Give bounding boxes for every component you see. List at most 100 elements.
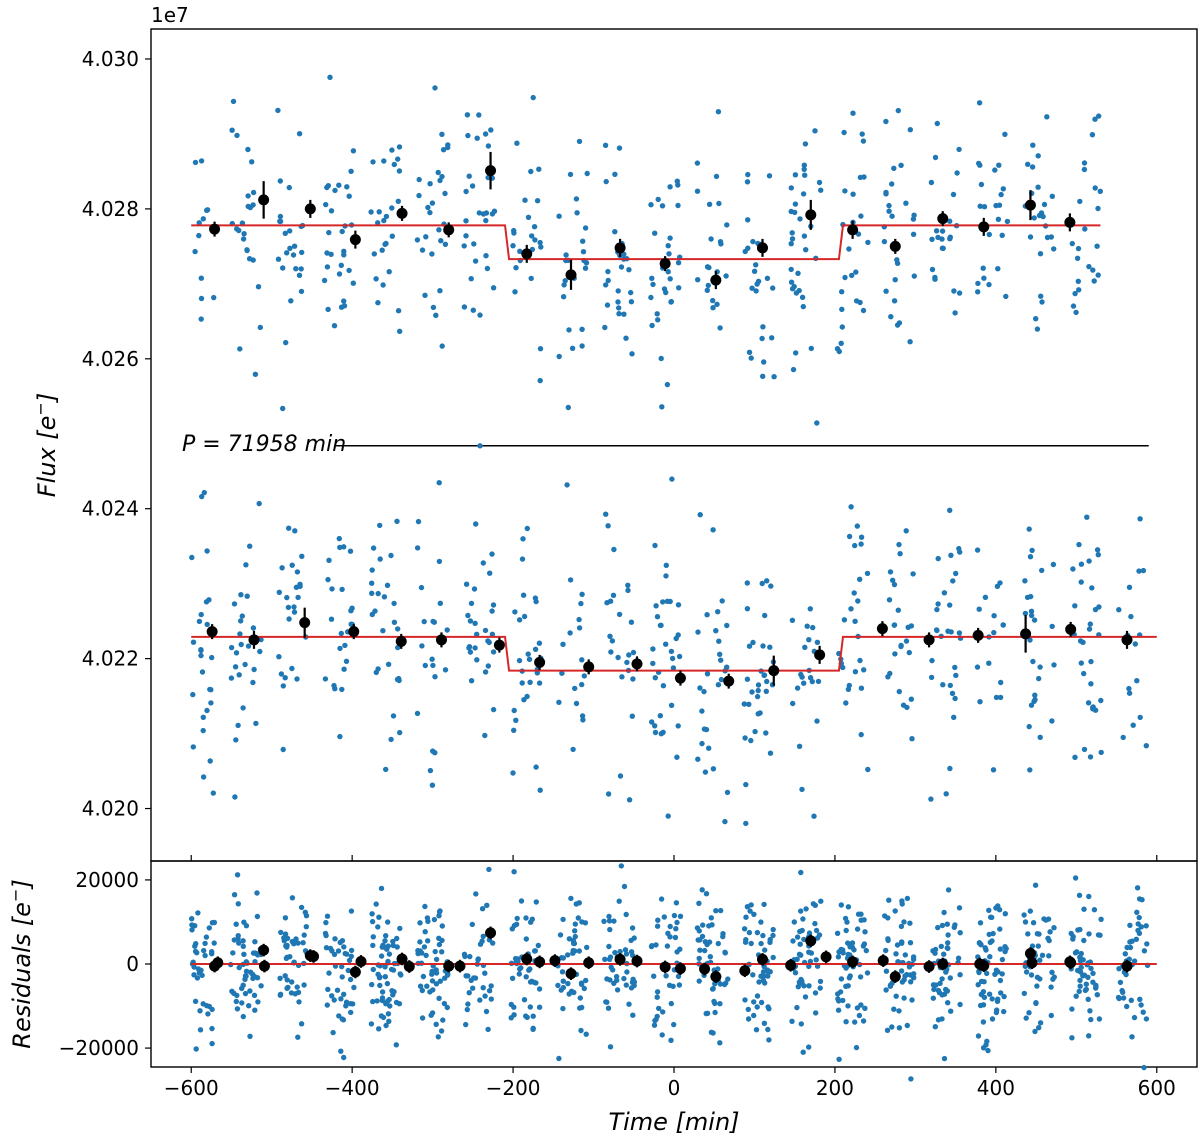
residual-raw-point <box>984 970 990 977</box>
upper-binned-point <box>659 258 671 270</box>
residual-raw-point <box>1133 936 1140 942</box>
residual-raw-point <box>616 898 622 904</box>
residual-raw-point <box>995 996 1001 1002</box>
upper-raw-point <box>472 258 479 264</box>
lower-raw-point <box>1090 706 1096 712</box>
residual-raw-point <box>1123 971 1129 978</box>
upper-raw-point <box>350 148 357 154</box>
residual-raw-point <box>233 998 239 1005</box>
residual-raw-point <box>860 1018 867 1024</box>
residual-raw-point <box>436 941 443 948</box>
lower-raw-point <box>1027 767 1033 773</box>
residual-raw-point <box>420 973 427 980</box>
upper-raw-point <box>286 184 292 191</box>
x-tick-label: −200 <box>486 1076 541 1100</box>
upper-raw-point <box>1074 255 1081 261</box>
lower-raw-point <box>858 541 864 547</box>
lower-raw-point <box>325 576 331 583</box>
residual-raw-point <box>521 997 528 1003</box>
lower-raw-point <box>710 527 716 533</box>
residual-raw-point <box>1095 932 1102 938</box>
upper-raw-point <box>808 345 814 352</box>
lower-raw-point <box>289 665 295 672</box>
lower-raw-point <box>322 676 329 682</box>
residual-raw-point <box>944 921 950 927</box>
upper-raw-point <box>201 489 207 496</box>
lower-raw-point <box>997 580 1003 586</box>
lower-raw-point <box>702 769 709 775</box>
lower-raw-point <box>796 743 803 749</box>
lower-raw-point <box>701 726 708 732</box>
upper-raw-point <box>999 232 1005 238</box>
residual-raw-point <box>300 940 306 946</box>
upper-raw-point <box>381 158 387 164</box>
upper-raw-point <box>929 236 935 242</box>
upper-raw-point <box>324 264 331 270</box>
residual-raw-point <box>1085 996 1091 1002</box>
lower-raw-point <box>474 657 480 663</box>
residual-binned-point <box>308 950 320 962</box>
upper-raw-point <box>710 305 716 311</box>
upper-raw-point <box>573 196 580 202</box>
residual-raw-point <box>606 913 612 920</box>
residual-raw-point <box>193 941 199 947</box>
residual-raw-point <box>1070 936 1076 942</box>
upper-raw-point <box>800 303 806 310</box>
lower-raw-point <box>789 617 796 623</box>
residual-raw-point <box>1046 953 1052 959</box>
residual-raw-point <box>442 975 448 981</box>
residual-raw-point <box>980 1002 987 1008</box>
residual-raw-point <box>335 948 342 954</box>
upper-raw-point <box>414 237 421 243</box>
residual-raw-point <box>816 932 823 938</box>
upper-raw-point <box>241 231 247 237</box>
lower-raw-point <box>1022 610 1029 617</box>
residual-raw-point <box>854 1005 861 1011</box>
lower-raw-point <box>1126 584 1133 590</box>
residual-raw-point <box>658 896 665 902</box>
residual-raw-point <box>629 925 636 931</box>
lower-raw-point <box>564 482 570 488</box>
residual-raw-point <box>907 920 913 926</box>
residual-binned-point <box>355 955 367 967</box>
lower-raw-point <box>436 558 443 565</box>
upper-raw-point <box>1092 116 1098 122</box>
lower-raw-point <box>1134 678 1140 684</box>
residual-raw-point <box>883 968 890 974</box>
residual-raw-point <box>235 901 241 907</box>
upper-raw-point <box>718 241 724 247</box>
residual-raw-point <box>283 955 290 961</box>
lower-raw-point <box>1072 603 1078 609</box>
upper-raw-point <box>1077 198 1083 205</box>
lower-raw-point <box>1028 593 1034 600</box>
residual-raw-point <box>654 923 661 929</box>
upper-raw-point <box>510 243 516 249</box>
ticks-layer: −600 −400 −200 0 200 400 6004.0204.0224.0244.0… <box>59 47 1176 1100</box>
upper-raw-point <box>283 339 289 346</box>
upper-raw-point <box>771 374 777 380</box>
upper-raw-point <box>584 170 590 177</box>
upper-raw-point <box>795 270 801 276</box>
residual-raw-point <box>383 1022 389 1029</box>
residual-raw-point <box>980 989 987 995</box>
residual-raw-point <box>754 993 761 999</box>
lower-raw-point <box>489 631 496 637</box>
residual-raw-point <box>513 958 520 964</box>
lower-raw-point <box>611 546 617 553</box>
lower-raw-point <box>1143 743 1150 749</box>
residual-raw-point <box>369 911 375 917</box>
upper-raw-point <box>861 174 867 180</box>
lower-binned-point <box>723 675 735 687</box>
upper-raw-point <box>981 204 988 210</box>
upper-raw-point <box>668 299 674 305</box>
lower-raw-point <box>280 746 286 753</box>
lower-raw-point <box>940 682 946 688</box>
upper-raw-point <box>950 191 957 198</box>
upper-raw-point <box>790 366 797 373</box>
lower-raw-point <box>516 657 523 664</box>
lower-raw-point <box>852 542 858 549</box>
upper-raw-point <box>567 171 574 178</box>
upper-raw-point <box>525 214 532 220</box>
upper-raw-point <box>751 268 758 274</box>
